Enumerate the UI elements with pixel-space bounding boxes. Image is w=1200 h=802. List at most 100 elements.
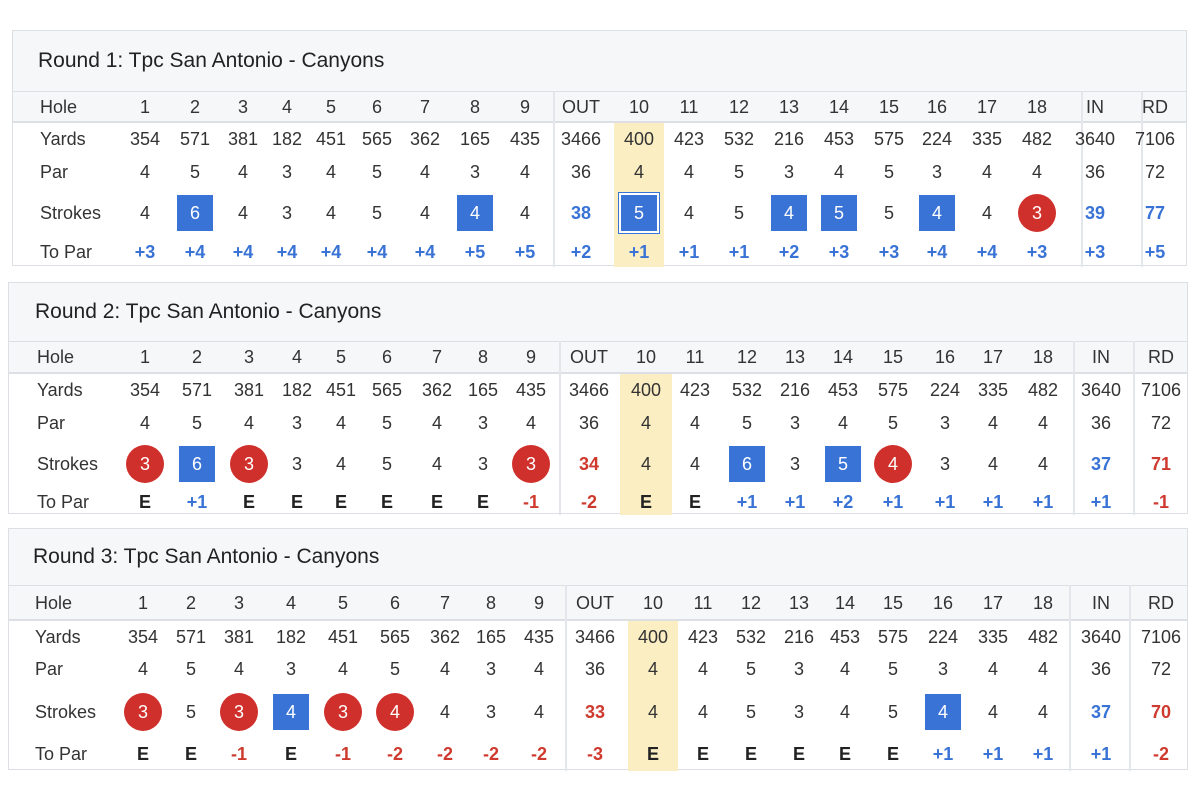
par-value: 3 [937, 659, 948, 679]
topar-cell: E [273, 489, 321, 515]
par-value: 5 [191, 412, 202, 433]
to-par-value: E [334, 491, 347, 512]
yards-cell: 165 [467, 621, 515, 653]
hole-number: 18 [1032, 347, 1054, 367]
to-par-value: -3 [586, 744, 603, 764]
par-value: 3 [931, 161, 942, 182]
strokes-cell: 5 [353, 188, 401, 238]
par-cell: 4 [121, 156, 169, 188]
strokes-cell: 37 [1077, 439, 1125, 489]
hole-number: 7 [419, 96, 430, 117]
bogey-square: 4 [919, 195, 955, 231]
yardage-value: 7106 [1140, 626, 1182, 647]
stroke-value: 4 [139, 202, 150, 223]
strokes-cell: 4 [919, 686, 967, 738]
to-par-value: E [688, 491, 701, 512]
yardage-value: 3640 [1080, 626, 1122, 647]
yards-cell: 216 [765, 123, 813, 156]
stroke-value: 5 [883, 202, 894, 223]
par-cell: 4 [319, 653, 367, 686]
par-value: 4 [337, 659, 348, 679]
stroke-total: 77 [1144, 202, 1166, 223]
hole-number: 18 [1032, 592, 1054, 613]
par-cell: 4 [629, 653, 677, 686]
topar-cell: +2 [557, 238, 605, 267]
to-par-value: +4 [366, 242, 388, 262]
hole-cell: 3 [219, 91, 267, 123]
topar-cell: E [622, 489, 670, 515]
yards-cell: 3640 [1071, 123, 1119, 156]
yards-cell: 532 [723, 374, 771, 407]
par-cell: 5 [869, 407, 917, 439]
par-cell: 4 [317, 407, 365, 439]
to-par-value: +4 [276, 242, 298, 262]
par-value: 5 [185, 659, 196, 679]
par-value: 4 [137, 659, 148, 679]
stroke-value: 4 [987, 701, 998, 722]
topar-cell: +5 [1131, 238, 1179, 267]
par-value: 3 [477, 412, 488, 433]
yards-cell: 451 [307, 123, 355, 156]
yards-cell: 3466 [557, 123, 605, 156]
hole-number: 11 [679, 96, 699, 117]
par-cell: 4 [515, 653, 563, 686]
par-value: 3 [939, 412, 950, 433]
hole-number: 13 [778, 96, 800, 117]
hole-number: 18 [1026, 96, 1048, 117]
strokes-cell: 5 [363, 439, 411, 489]
to-par-value: +1 [1032, 744, 1054, 764]
topar-cell: +4 [219, 238, 267, 267]
strokes-cell: 3 [921, 439, 969, 489]
column-divider [553, 91, 555, 267]
yardage-value: 400 [630, 380, 662, 400]
strokes-cell: 6 [173, 439, 221, 489]
hole-number: 10 [642, 592, 664, 613]
strokes-cell: 3 [121, 439, 169, 489]
hole-number: RD [1142, 96, 1168, 117]
to-par-value: E [476, 491, 489, 512]
yardage-value: 354 [127, 626, 159, 647]
birdie-circle: 3 [126, 445, 164, 483]
yardage-value: 224 [927, 626, 959, 647]
hole-cell: 8 [467, 585, 515, 621]
hole-number: OUT [570, 347, 608, 367]
to-par-value: +1 [784, 491, 806, 512]
par-cell: 5 [363, 407, 411, 439]
stroke-total: 71 [1150, 453, 1172, 474]
strokes-cell: 5 [167, 686, 215, 738]
par-cell: 3 [467, 653, 515, 686]
yards-cell: 182 [267, 621, 315, 653]
topar-cell: -1 [319, 738, 367, 771]
par-label: Par [40, 162, 69, 182]
stroke-value: 4 [533, 701, 544, 722]
par-cell: 3 [451, 156, 499, 188]
stroke-value: 5 [371, 202, 382, 223]
to-par-value: E [430, 491, 443, 512]
yardage-value: 362 [429, 626, 461, 647]
strokes-cell: 4 [679, 686, 727, 738]
par-cell: 3 [263, 156, 311, 188]
hole-cell: 15 [865, 91, 913, 123]
bogey-square: 6 [729, 446, 765, 482]
hole-number: 7 [439, 592, 450, 613]
yards-cell: 354 [121, 123, 169, 156]
strokes-cell: 77 [1131, 188, 1179, 238]
yardage-value: 216 [773, 129, 805, 149]
hole-number: 1 [137, 592, 148, 613]
hole-label: Hole [40, 97, 78, 117]
hole-cell: 7 [401, 91, 449, 123]
topar-cell: -2 [421, 738, 469, 771]
par-value: 4 [233, 659, 244, 679]
hole-cell: 16 [921, 341, 969, 374]
par-value: 4 [139, 412, 150, 433]
par-cell: 3 [771, 407, 819, 439]
strokes-cell: 4 [451, 188, 499, 238]
topar-cell: +4 [401, 238, 449, 267]
hole-cell: 6 [363, 341, 411, 374]
yards-cell: 216 [775, 621, 823, 653]
par-value: 4 [1037, 412, 1048, 433]
stroke-value: 4 [640, 453, 651, 474]
birdie-circle: 3 [1018, 194, 1056, 232]
stroke-value: 4 [683, 202, 694, 223]
stroke-value: 4 [419, 202, 430, 223]
